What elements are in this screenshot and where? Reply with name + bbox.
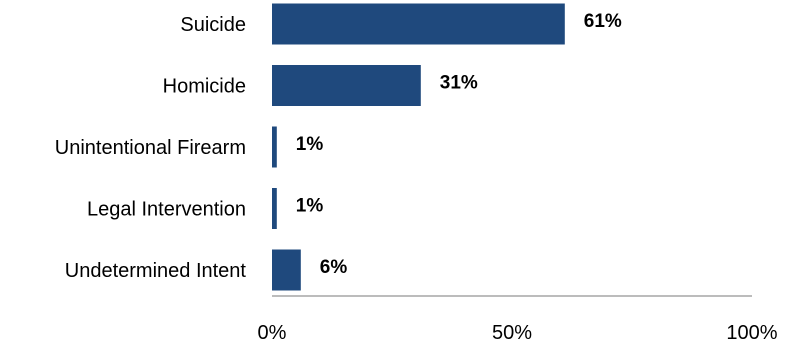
value-label-undetermined-intent: 6%	[320, 257, 348, 278]
bar-unintentional-firearm	[272, 126, 277, 168]
bar-undetermined-intent	[272, 249, 301, 291]
bar-legal-intervention	[272, 188, 277, 229]
category-label-suicide: Suicide	[180, 14, 246, 36]
value-label-legal-intervention: 1%	[296, 196, 324, 217]
x-tick-label: 50%	[492, 322, 532, 344]
value-label-homicide: 31%	[440, 73, 478, 94]
bar-homicide	[272, 65, 421, 106]
category-label-legal-intervention: Legal Intervention	[87, 199, 246, 221]
x-tick-label: 100%	[726, 322, 777, 344]
category-labels: Suicide Homicide Unintentional Firearm Lega…	[55, 14, 247, 282]
category-label-undetermined-intent: Undetermined Intent	[65, 260, 247, 282]
category-label-unintentional-firearm: Unintentional Firearm	[55, 137, 246, 159]
category-label-homicide: Homicide	[163, 76, 246, 98]
x-tick-labels: 0% 50% 100%	[258, 322, 778, 344]
bar-suicide	[272, 3, 565, 45]
x-tick-label: 0%	[258, 322, 287, 344]
value-label-suicide: 61%	[584, 11, 622, 32]
bars-group	[272, 3, 565, 291]
value-labels: 61% 31% 1% 1% 6%	[296, 11, 622, 278]
value-label-unintentional-firearm: 1%	[296, 134, 324, 155]
